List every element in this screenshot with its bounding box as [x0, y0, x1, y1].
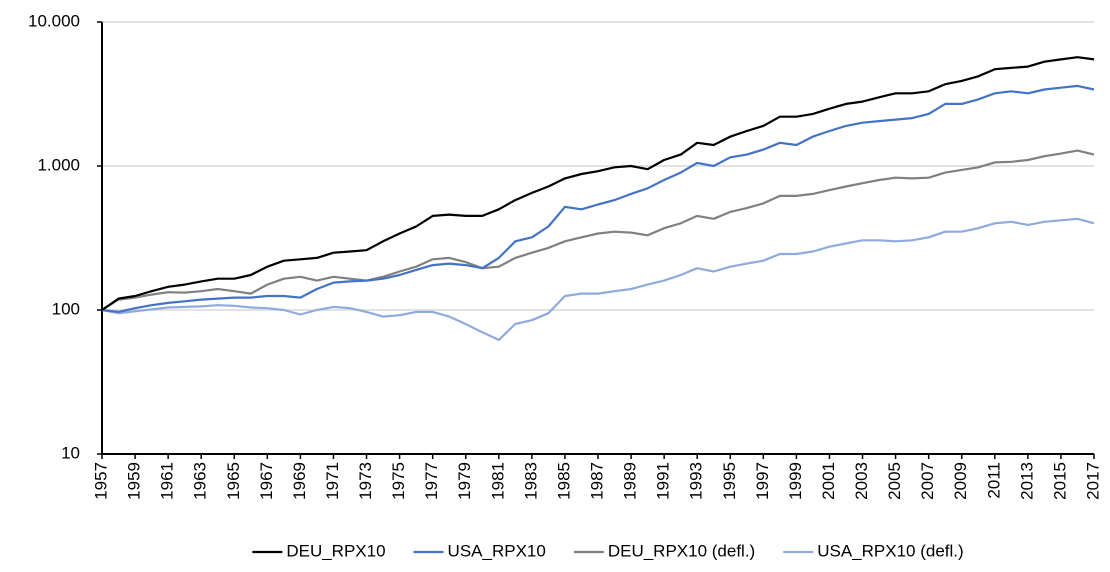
x-tick-label: 1959 — [125, 462, 144, 500]
series-line — [101, 56, 1095, 311]
x-tick-label: 2007 — [918, 462, 937, 500]
x-tick-label: 1983 — [521, 462, 540, 500]
x-tick-label: 1967 — [257, 462, 276, 500]
x-tick-label: 1971 — [323, 462, 342, 500]
x-tick-label: 1999 — [786, 462, 805, 500]
series-line — [101, 84, 1095, 313]
x-tick-label: 1963 — [191, 462, 210, 500]
x-tick-label: 1989 — [621, 462, 640, 500]
y-tick-label: 10 — [61, 443, 80, 462]
x-tick-label: 1977 — [422, 462, 441, 500]
x-tick-label: 1969 — [290, 462, 309, 500]
x-tick-label: 1979 — [455, 462, 474, 500]
x-tick-label: 1981 — [488, 462, 507, 500]
x-tick-label: 1991 — [654, 462, 673, 500]
legend-label: DEU_RPX10 (defl.) — [608, 541, 755, 560]
x-tick-label: 1961 — [158, 462, 177, 500]
x-tick-label: 1993 — [687, 462, 706, 500]
y-tick-label: 1.000 — [37, 155, 80, 174]
x-tick-label: 1985 — [554, 462, 573, 500]
x-tick-label: 1987 — [587, 462, 606, 500]
x-tick-label: 2001 — [819, 462, 838, 500]
x-tick-label: 2017 — [1083, 462, 1102, 500]
x-tick-label: 2009 — [951, 462, 970, 500]
series-line — [101, 217, 1095, 341]
x-tick-label: 2013 — [1017, 462, 1036, 500]
x-tick-label: 1965 — [224, 462, 243, 500]
x-tick-label: 2015 — [1050, 462, 1069, 500]
legend-label: DEU_RPX10 — [286, 541, 385, 560]
y-tick-label: 10.000 — [28, 11, 80, 30]
x-tick-label: 2011 — [984, 462, 1003, 499]
x-tick-label: 2003 — [852, 462, 871, 500]
legend-label: USA_RPX10 — [448, 541, 546, 560]
series-line — [101, 149, 1095, 311]
y-tick-label: 100 — [52, 299, 80, 318]
x-tick-label: 1997 — [753, 462, 772, 500]
x-tick-label: 2005 — [885, 462, 904, 500]
x-tick-label: 1957 — [91, 462, 110, 500]
x-tick-label: 1995 — [720, 462, 739, 500]
x-tick-label: 1975 — [389, 462, 408, 500]
legend-label: USA_RPX10 (defl.) — [817, 541, 963, 560]
x-tick-label: 1973 — [356, 462, 375, 500]
